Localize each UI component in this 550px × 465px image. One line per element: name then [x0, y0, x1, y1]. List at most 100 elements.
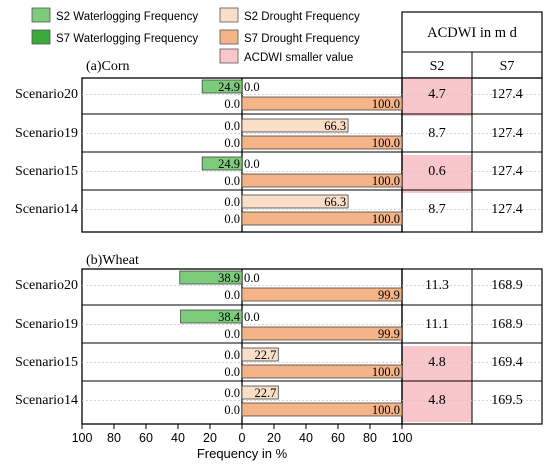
legend-label-s7_dr: S7 Drought Frequency	[244, 33, 360, 45]
legend: S2 Waterlogging Frequency S7 Waterlogging…	[31, 7, 360, 64]
label-s2-drought: 66.3	[324, 119, 346, 133]
label-s7-waterlogging: 0.0	[224, 97, 240, 111]
legend-label-s2_dr: S2 Drought Frequency	[244, 11, 360, 23]
scenario-row: Scenario14 0.0 66.3 0.0 100.0 8.7 127.4	[15, 189, 542, 226]
acdwi-col-s7: S7	[500, 59, 515, 74]
bar-s7-drought	[241, 326, 403, 341]
x-tick-label: 20	[203, 431, 217, 445]
bar-s7-drought	[241, 402, 403, 417]
acdwi-value-s7: 169.4	[491, 355, 523, 370]
scenario-label: Scenario20	[15, 87, 78, 102]
acdwi-value-s2: 11.3	[425, 278, 449, 293]
acdwi-highlight	[402, 384, 472, 422]
label-s7-waterlogging: 0.0	[224, 327, 240, 341]
x-axis: 100 80 60 40 20 0 20 40 60 80 100 Frequency in %	[72, 424, 412, 461]
label-s7-waterlogging: 0.0	[224, 288, 240, 302]
scenario-label: Scenario19	[15, 126, 78, 141]
acdwi-value-s7: 168.9	[491, 317, 523, 332]
scenario-label: Scenario20	[15, 278, 78, 293]
label-s2-drought: 66.3	[324, 195, 346, 209]
x-tick-label: 60	[139, 431, 153, 445]
bar-s2-waterlogging	[180, 309, 243, 324]
scenario-row: Scenario15 0.0 22.7 0.0 100.0 4.8 169.4	[15, 342, 542, 379]
acdwi-value-s2: 4.8	[428, 393, 446, 408]
x-tick-label: 60	[331, 431, 345, 445]
acdwi-col-s2: S2	[430, 59, 445, 74]
label-s2-waterlogging: 0.0	[224, 119, 240, 133]
label-s7-drought: 100.0	[372, 212, 400, 226]
bar-s2-waterlogging	[201, 79, 243, 94]
legend-label-s7_wl: S7 Waterlogging Frequency	[56, 33, 198, 45]
x-tick-label: 80	[363, 431, 377, 445]
scenario-row: Scenario15 24.9 0.0 0.0 100.0 0.6 127.4	[15, 151, 542, 188]
scenario-label: Scenario15	[15, 164, 78, 179]
label-s7-drought: 100.0	[372, 97, 400, 111]
acdwi-value-s2: 11.1	[425, 317, 449, 332]
panel-0: (a)Corn Scenario20 24.9 0.0 0.0 100.0 4.7 127.4…	[15, 59, 543, 233]
label-s2-drought: 0.0	[244, 310, 260, 324]
acdwi-highlight	[402, 346, 472, 384]
panel-title: (a)Corn	[86, 59, 130, 74]
acdwi-value-s7: 127.4	[491, 202, 523, 217]
acdwi-value-s7: 127.4	[491, 126, 523, 141]
legend-label-s2_wl: S2 Waterlogging Frequency	[56, 11, 198, 23]
label-s7-waterlogging: 0.0	[224, 136, 240, 150]
label-s7-drought: 99.9	[378, 327, 400, 341]
label-s7-drought: 99.9	[378, 288, 400, 302]
label-s2-drought: 0.0	[244, 157, 260, 171]
label-s2-drought: 0.0	[244, 271, 260, 285]
label-s7-drought: 100.0	[372, 174, 400, 188]
scenario-row: Scenario19 38.4 0.00.0 99.911.1 168.9	[15, 304, 542, 341]
scenario-label: Scenario19	[15, 317, 78, 332]
bar-s7-drought	[241, 135, 403, 150]
bar-s7-drought	[241, 211, 403, 226]
scenario-row: Scenario20 24.9 0.0 0.0 100.0 4.7 127.4	[15, 79, 542, 111]
acdwi-value-s7: 127.4	[491, 164, 523, 179]
label-s7-waterlogging: 0.0	[224, 174, 240, 188]
bar-s2-drought	[241, 347, 279, 362]
legend-swatch-acdwi_small	[219, 48, 239, 64]
acdwi-value-s2: 4.8	[428, 355, 446, 370]
acdwi-value-s2: 8.7	[428, 202, 446, 217]
panel-title: (b)Wheat	[86, 253, 139, 268]
acdwi-value-s2: 0.6	[428, 164, 446, 179]
label-s2-waterlogging: 24.9	[218, 80, 240, 94]
label-s7-drought: 100.0	[372, 403, 400, 417]
x-tick-label: 100	[72, 431, 93, 445]
acdwi-highlight	[402, 155, 472, 193]
legend-swatch-s2_wl	[31, 7, 51, 23]
label-s7-drought: 100.0	[372, 365, 400, 379]
bar-s2-drought	[241, 385, 279, 400]
acdwi-value-s7: 168.9	[491, 278, 523, 293]
legend-label-acdwi_small: ACDWI smaller value	[244, 52, 353, 64]
bar-s7-drought	[241, 173, 403, 188]
legend-swatch-s2_dr	[219, 7, 239, 23]
x-tick-label: 40	[299, 431, 313, 445]
bar-s7-drought	[241, 364, 403, 379]
bar-s2-drought	[241, 118, 349, 133]
label-s7-drought: 100.0	[372, 136, 400, 150]
bar-s7-drought	[241, 96, 403, 111]
scenario-label: Scenario14	[15, 393, 78, 408]
label-s2-drought: 22.7	[254, 348, 276, 362]
scenario-label: Scenario14	[15, 202, 78, 217]
scenario-row: Scenario14 0.0 22.7 0.0 100.0 4.8 169.5	[15, 380, 542, 417]
acdwi-value-s7: 127.4	[491, 87, 523, 102]
x-tick-label: 80	[107, 431, 121, 445]
label-s2-waterlogging: 38.4	[218, 310, 241, 324]
x-tick-label: 20	[267, 431, 281, 445]
label-s7-waterlogging: 0.0	[224, 212, 240, 226]
label-s7-waterlogging: 0.0	[224, 403, 240, 417]
scenario-row: Scenario20 38.9 0.0 0.0 99.9 11.3 168.9	[15, 270, 542, 302]
acdwi-value-s7: 169.5	[491, 393, 523, 408]
panels: (a)Corn Scenario20 24.9 0.0 0.0 100.0 4.7 127.4…	[15, 59, 543, 425]
label-s2-waterlogging: 0.0	[224, 195, 240, 209]
label-s2-drought: 22.7	[254, 386, 276, 400]
bar-s2-waterlogging	[179, 270, 243, 285]
label-s2-waterlogging: 0.0	[224, 386, 240, 400]
scenario-row: Scenario19 0.0 66.3 0.0 100.0 8.7 127.4	[15, 113, 542, 150]
acdwi-value-s2: 4.7	[428, 87, 446, 102]
label-s2-waterlogging: 38.9	[218, 271, 240, 285]
x-tick-label: 0	[239, 431, 246, 445]
